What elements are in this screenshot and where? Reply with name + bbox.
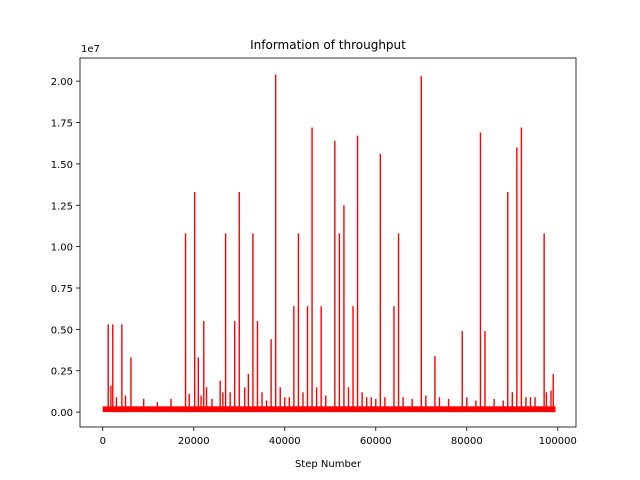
plot-frame — [79, 57, 577, 428]
x-tick-label: 20000 — [178, 436, 210, 447]
x-tick-label: 60000 — [360, 436, 392, 447]
x-tick-label: 0 — [100, 436, 106, 447]
baseline-band — [102, 406, 556, 413]
x-axis-label: Step Number — [295, 459, 362, 470]
y-tick-label: 0.75 — [51, 284, 73, 295]
y-tick-label: 1.00 — [51, 243, 73, 254]
x-tick-label: 80000 — [451, 436, 483, 447]
x-tick-label: 100000 — [539, 436, 577, 447]
y-tick-label: 0.00 — [51, 408, 73, 419]
y-tick-label: 2.00 — [51, 77, 73, 88]
y-tick-label: 0.25 — [51, 367, 73, 378]
y-tick-label: 1.25 — [51, 201, 73, 212]
chart-title: Information of throughput — [250, 38, 406, 52]
series-layer — [102, 74, 556, 413]
y-tick-label: 0.50 — [51, 325, 73, 336]
y-tick-label: 1.75 — [51, 119, 73, 130]
x-tick-label: 40000 — [269, 436, 301, 447]
y-tick-label: 1.50 — [51, 160, 73, 171]
x-axis: 0 20000 40000 60000 80000 100000 — [100, 427, 577, 447]
y-axis: 0.00 0.25 0.50 0.75 1.00 1.25 1.50 1.75 2.00 — [51, 77, 80, 419]
y-offset-label: 1e7 — [81, 44, 100, 55]
